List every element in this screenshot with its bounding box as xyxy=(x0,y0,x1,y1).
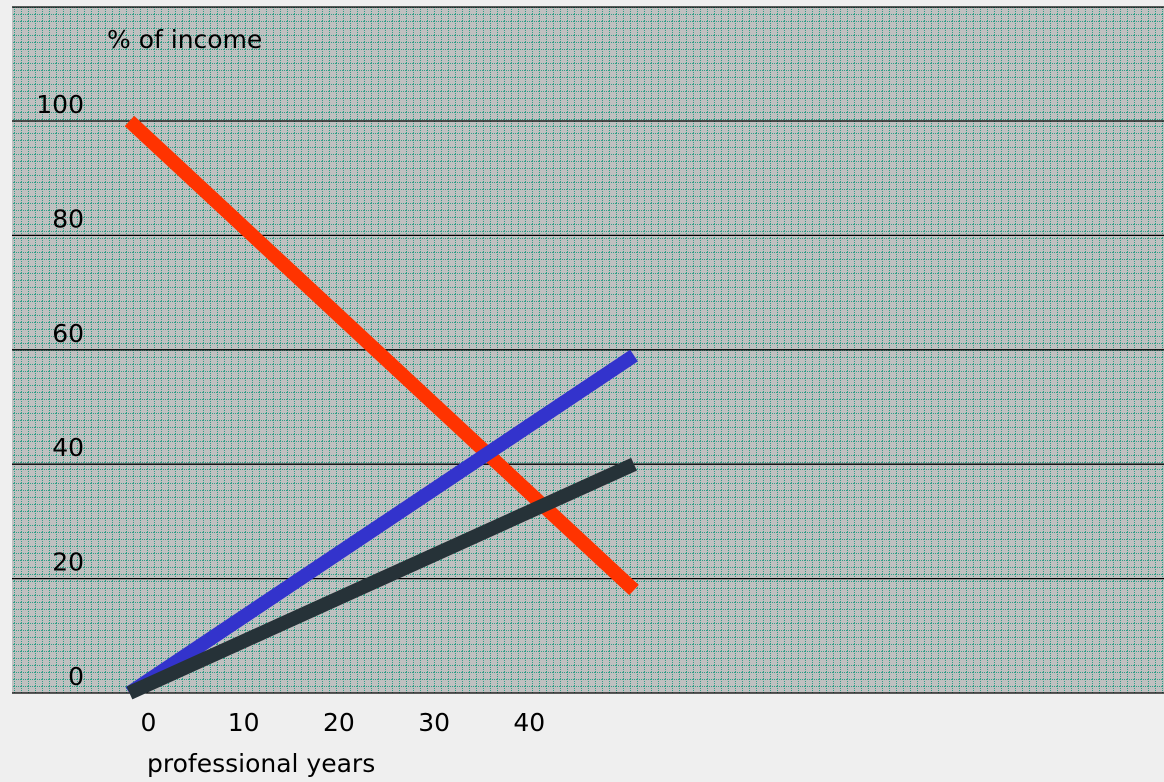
x-tick-label: 20 xyxy=(323,708,355,737)
y-tick-labels: 100 80 60 40 20 0 xyxy=(36,90,84,691)
series-line-2 xyxy=(125,349,638,699)
series-line-3 xyxy=(126,457,637,700)
y-tick-label: 20 xyxy=(52,548,84,577)
x-tick-label: 40 xyxy=(513,708,545,737)
y-axis-label: % of income xyxy=(107,25,262,54)
x-tick-label: 0 xyxy=(141,708,157,737)
gridlines xyxy=(12,6,1164,694)
series-lines xyxy=(124,115,639,700)
x-tick-label: 10 xyxy=(228,708,260,737)
y-tick-label: 60 xyxy=(52,319,84,348)
x-tick-labels: 0 10 20 30 40 xyxy=(141,708,546,737)
y-tick-label: 80 xyxy=(52,204,84,233)
y-tick-label: 100 xyxy=(36,90,84,119)
x-tick-label: 30 xyxy=(418,708,450,737)
y-tick-label: 0 xyxy=(68,662,84,691)
series-line-1 xyxy=(124,115,639,596)
x-axis-label: professional years xyxy=(147,749,375,778)
y-tick-label: 40 xyxy=(52,433,84,462)
